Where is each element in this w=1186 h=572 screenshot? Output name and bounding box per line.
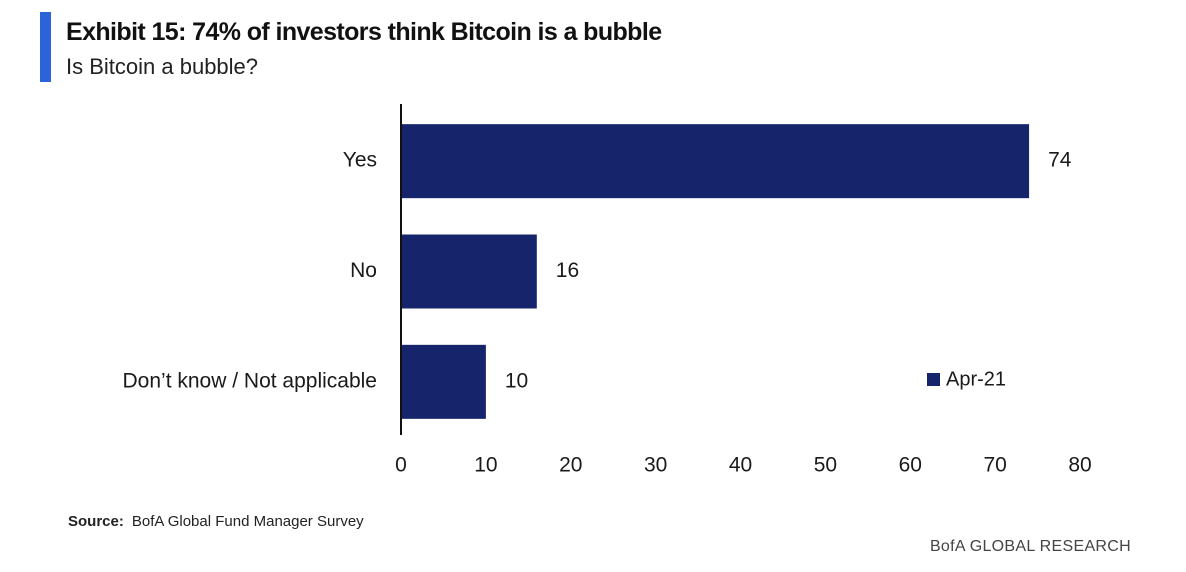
legend-swatch bbox=[927, 373, 940, 386]
data-label: 74 bbox=[1048, 149, 1072, 172]
bar bbox=[401, 124, 1030, 199]
x-tick-label: 70 bbox=[983, 454, 1006, 477]
source-label: Source: bbox=[68, 513, 124, 530]
x-tick-label: 60 bbox=[899, 454, 922, 477]
data-label: 16 bbox=[556, 259, 579, 282]
title-accent-bar bbox=[40, 12, 51, 82]
category-label: Yes bbox=[343, 149, 377, 172]
brand-footer: BofA GLOBAL RESEARCH bbox=[929, 538, 1131, 555]
x-tick-label: 40 bbox=[729, 454, 752, 477]
chart-title: Exhibit 15: 74% of investors think Bitco… bbox=[66, 18, 662, 46]
chart-subtitle: Is Bitcoin a bubble? bbox=[66, 54, 259, 79]
x-tick-label: 80 bbox=[1068, 454, 1091, 477]
x-tick-label: 50 bbox=[814, 454, 837, 477]
category-label: No bbox=[350, 259, 377, 282]
x-tick-label: 10 bbox=[474, 454, 497, 477]
bar bbox=[401, 234, 537, 309]
source-text: BofA Global Fund Manager Survey bbox=[131, 513, 364, 530]
legend-label: Apr-21 bbox=[946, 368, 1006, 390]
source-note: Source: BofA Global Fund Manager Survey bbox=[68, 513, 364, 530]
x-tick-label: 0 bbox=[395, 454, 407, 477]
data-label: 10 bbox=[505, 369, 528, 392]
x-tick-label: 30 bbox=[644, 454, 667, 477]
x-tick-label: 20 bbox=[559, 454, 582, 477]
bar bbox=[401, 344, 486, 419]
category-label: Don’t know / Not applicable bbox=[123, 369, 377, 392]
